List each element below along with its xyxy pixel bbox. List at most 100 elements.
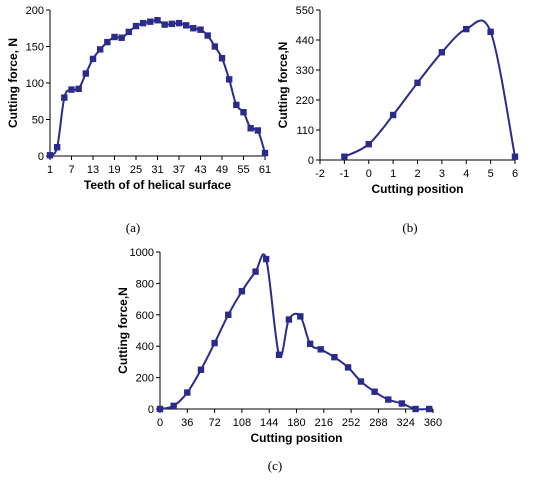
panel-label: (a) [126, 220, 140, 235]
x-tick-label: 5 [488, 168, 494, 180]
data-point [156, 405, 164, 413]
data-point [365, 140, 372, 148]
data-point [225, 311, 232, 318]
x-tick-label: 108 [233, 417, 251, 429]
x-tick-label: 25 [130, 164, 142, 176]
x-tick-label: 72 [208, 417, 220, 429]
x-tick-label: 216 [315, 417, 333, 429]
data-point [426, 405, 433, 413]
y-tick-label: 800 [136, 278, 154, 290]
data-point [147, 18, 154, 25]
data-point [89, 55, 97, 63]
y-axis-title: Cutting force,N [276, 42, 290, 129]
data-point [371, 388, 378, 395]
data-point [247, 125, 254, 132]
x-tick-label: 252 [342, 417, 360, 429]
x-tick-label: 144 [260, 417, 278, 429]
data-point [225, 76, 233, 83]
data-point [261, 149, 269, 157]
data-point [398, 400, 406, 407]
data-point [233, 101, 240, 109]
data-point [125, 28, 133, 36]
x-tick-label: 31 [151, 164, 163, 176]
x-tick-label: 180 [287, 417, 305, 429]
data-point [132, 22, 140, 30]
data-point [297, 313, 304, 320]
data-point [170, 402, 177, 410]
panel-label: (b) [402, 220, 417, 235]
y-tick-label: 200 [26, 5, 44, 17]
data-point [197, 26, 204, 33]
data-point [46, 152, 54, 159]
chart-panel-b: 0 110 220 330 440 550 -2 -1 0 1 2 3 4 5 6 Cutting posit… [276, 5, 519, 235]
y-tick-label: 550 [296, 5, 314, 17]
data-point [197, 366, 205, 373]
x-tick-label: 36 [181, 417, 193, 429]
x-tick-label: 0 [366, 168, 372, 180]
data-point [53, 144, 61, 151]
y-tick-label: 0 [148, 404, 154, 416]
x-tick-label: -2 [315, 168, 325, 180]
data-point [463, 25, 470, 33]
panel-label: (c) [268, 458, 282, 473]
data-point [161, 21, 168, 28]
y-tick-label: 220 [296, 95, 314, 107]
y-tick-label: 0 [38, 151, 44, 163]
x-axis-title: Cutting position [372, 182, 464, 196]
y-tick-label: 600 [136, 310, 154, 322]
x-axis-title: Cutting position [251, 431, 343, 445]
data-point [511, 153, 519, 160]
data-point [317, 346, 324, 353]
series-line [159, 253, 430, 411]
data-point [211, 43, 219, 50]
y-tick-label: 0 [308, 155, 314, 167]
data-point [285, 316, 293, 323]
x-tick-label: 0 [157, 417, 163, 429]
data-point [240, 109, 247, 116]
x-tick-label: 2 [414, 168, 420, 180]
data-point [75, 85, 82, 93]
x-tick-label: 3 [439, 168, 445, 180]
y-tick-label: 50 [32, 115, 44, 127]
data-point [254, 127, 262, 134]
data-point [357, 378, 365, 385]
y-tick-label: 440 [296, 35, 314, 47]
data-point [104, 38, 111, 46]
data-point [414, 79, 421, 87]
data-point [344, 364, 352, 371]
y-tick-label: 400 [136, 341, 154, 353]
chart-panel-c: 0 200 400 600 800 1000 0 36 72 108 144 180 216 252 288… [116, 247, 442, 473]
data-point [168, 20, 176, 28]
x-tick-label: 13 [87, 164, 99, 176]
data-point [61, 94, 68, 101]
data-point [385, 396, 392, 403]
x-tick-label: 324 [397, 417, 415, 429]
x-tick-label: 4 [463, 168, 469, 180]
x-tick-label: 7 [68, 164, 74, 176]
y-axis-title: Cutting force,N [116, 287, 130, 374]
y-tick-label: 110 [296, 125, 314, 137]
data-point [68, 86, 75, 93]
x-tick-label: 360 [424, 417, 442, 429]
x-tick-label: 43 [194, 164, 206, 176]
data-point [262, 255, 270, 263]
data-point [412, 405, 419, 413]
data-point [154, 17, 161, 24]
series-line [49, 19, 266, 157]
data-point [184, 389, 191, 396]
data-point [175, 19, 183, 27]
data-point [96, 46, 104, 53]
x-tick-label: 1 [390, 168, 396, 180]
data-point [218, 54, 226, 62]
series-line [343, 19, 516, 158]
y-tick-label: 200 [136, 373, 154, 385]
x-tick-label: 6 [512, 168, 518, 180]
x-tick-label: 288 [369, 417, 387, 429]
x-tick-label: 37 [173, 164, 185, 176]
x-tick-label: 49 [216, 164, 228, 176]
data-point [182, 22, 190, 29]
x-axis-title: Teeth of of helical surface [84, 178, 231, 192]
data-point [331, 353, 338, 361]
data-point [252, 268, 259, 275]
